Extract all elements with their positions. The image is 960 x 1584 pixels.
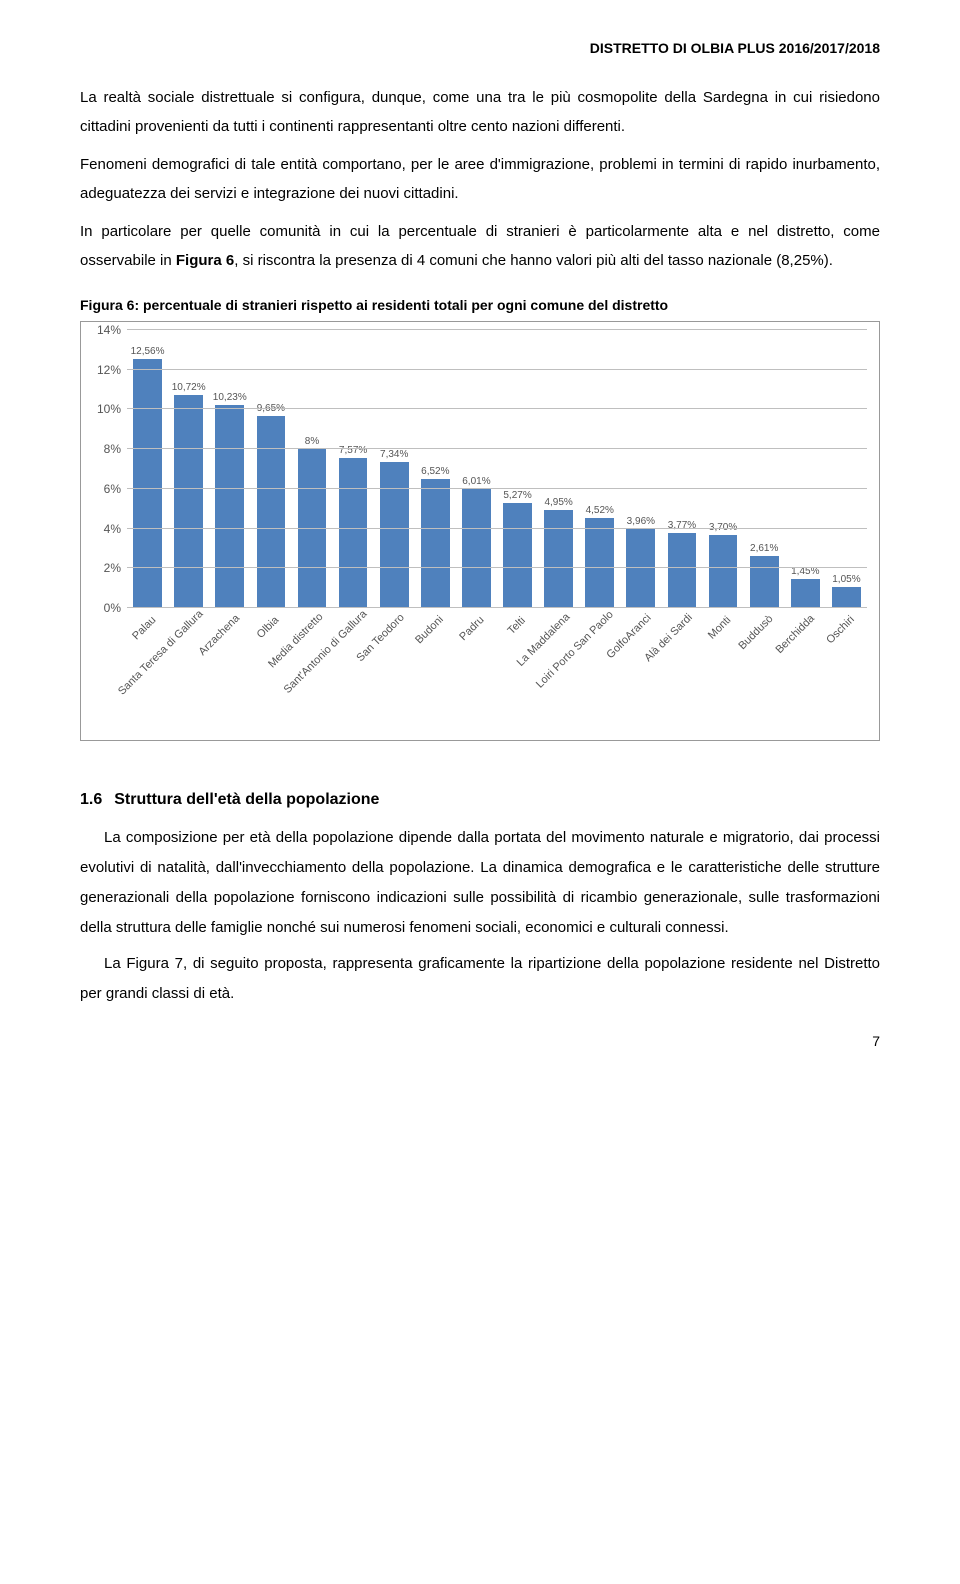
chart-gridline (127, 528, 867, 529)
chart-bar-slot: 10,23% (209, 330, 250, 608)
chart-x-label: Budoni (414, 614, 447, 647)
chart-bar-value-label: 7,57% (339, 445, 367, 456)
chart-bar: 1,45% (791, 579, 820, 608)
chart-bar: 10,23% (215, 405, 244, 608)
chart-bar: 3,96% (626, 529, 655, 608)
figure6-chart: 12,56% 10,72% 10,23% 9,65% 8% 7,57% 7,34% 6,52%… (80, 321, 880, 741)
section-para-1: La composizione per età della popolazion… (80, 823, 880, 943)
chart-bar-slot: 10,72% (168, 330, 209, 608)
section-number: 1.6 (80, 791, 102, 809)
chart-bar-slot: 1,45% (785, 330, 826, 608)
chart-gridline (127, 369, 867, 370)
chart-bar: 3,77% (668, 533, 697, 608)
chart-bar-slot: 7,57% (333, 330, 374, 608)
chart-gridline (127, 488, 867, 489)
chart-bar: 4,52% (585, 518, 614, 608)
chart-ytick: 6% (104, 482, 121, 496)
chart-x-label: Palau (130, 614, 158, 642)
chart-bar-slot: 5,27% (497, 330, 538, 608)
chart-x-label: Oschiri (825, 614, 858, 647)
chart-bar: 6,01% (462, 489, 491, 608)
p2-pre: La (104, 955, 126, 972)
chart-bar-value-label: 6,01% (462, 476, 490, 487)
chart-bar-value-label: 3,77% (668, 520, 696, 531)
section-title: Struttura dell'età della popolazione (114, 791, 379, 808)
chart-bar: 12,56% (133, 359, 162, 608)
chart-bar-slot: 7,34% (374, 330, 415, 608)
chart-bar-value-label: 3,96% (627, 516, 655, 527)
figure7-ref: Figura 7 (126, 955, 183, 972)
chart-x-label: Padru (458, 614, 487, 643)
chart-bar: 8% (298, 449, 327, 608)
chart-ytick: 0% (104, 601, 121, 615)
chart-bar-value-label: 12,56% (131, 346, 165, 357)
chart-bar-value-label: 5,27% (503, 490, 531, 501)
chart-bar-value-label: 4,95% (544, 497, 572, 508)
chart-bar-value-label: 4,52% (586, 505, 614, 516)
chart-ytick: 8% (104, 442, 121, 456)
chart-bar-slot: 9,65% (250, 330, 291, 608)
page-header: DISTRETTO DI OLBIA PLUS 2016/2017/2018 (80, 40, 880, 56)
chart-ytick: 4% (104, 522, 121, 536)
chart-bar: 5,27% (503, 503, 532, 608)
chart-bar-value-label: 7,34% (380, 449, 408, 460)
chart-gridline (127, 567, 867, 568)
chart-bar-slot: 4,52% (579, 330, 620, 608)
figure6-title: Figura 6: percentuale di stranieri rispe… (80, 297, 880, 313)
chart-bar: 3,70% (709, 535, 738, 608)
figure6-ref: Figura 6 (176, 252, 234, 269)
chart-bar-slot: 12,56% (127, 330, 168, 608)
chart-bar-value-label: 10,23% (213, 392, 247, 403)
chart-bar-value-label: 10,72% (172, 382, 206, 393)
chart-ytick: 2% (104, 561, 121, 575)
chart-ytick: 10% (97, 402, 121, 416)
section-para-2: La Figura 7, di seguito proposta, rappre… (80, 949, 880, 1009)
chart-bar-slot: 3,77% (661, 330, 702, 608)
p2-post: , di seguito proposta, rappresenta grafi… (80, 955, 880, 1002)
chart-bar-value-label: 8% (305, 436, 319, 447)
chart-bar: 7,34% (380, 462, 409, 608)
chart-bar-slot: 8% (291, 330, 332, 608)
chart-gridline (127, 448, 867, 449)
chart-bar-value-label: 6,52% (421, 466, 449, 477)
chart-bar-slot: 6,01% (456, 330, 497, 608)
chart-bar-slot: 2,61% (744, 330, 785, 608)
chart-bar: 10,72% (174, 395, 203, 608)
chart-bar: 4,95% (544, 510, 573, 608)
chart-bar: 6,52% (421, 479, 450, 608)
chart-bar-slot: 1,05% (826, 330, 867, 608)
chart-gridline (127, 329, 867, 330)
chart-bar-slot: 3,96% (620, 330, 661, 608)
chart-bar: 7,57% (339, 458, 368, 608)
chart-bar: 9,65% (257, 416, 286, 608)
chart-bar: 2,61% (750, 556, 779, 608)
paragraph-3: In particolare per quelle comunità in cu… (80, 218, 880, 275)
chart-bar: 1,05% (832, 587, 861, 608)
para3-post: , si riscontra la presenza di 4 comuni c… (234, 252, 833, 269)
chart-bar-value-label: 1,05% (832, 574, 860, 585)
chart-bar-slot: 3,70% (703, 330, 744, 608)
paragraph-2: Fenomeni demografici di tale entità comp… (80, 151, 880, 208)
chart-bar-slot: 6,52% (415, 330, 456, 608)
section-1-6-heading: 1.6 Struttura dell'età della popolazione (80, 791, 880, 809)
intro-paragraph: La realtà sociale distrettuale si config… (80, 84, 880, 141)
chart-ytick: 12% (97, 363, 121, 377)
chart-x-label: Monti (706, 614, 734, 642)
chart-gridline (127, 408, 867, 409)
chart-bar-slot: 4,95% (538, 330, 579, 608)
chart-x-label: Olbia (255, 614, 282, 641)
page-number: 7 (80, 1033, 880, 1049)
chart-ytick: 14% (97, 323, 121, 337)
chart-x-label: Telti (505, 615, 527, 637)
chart-bar-value-label: 2,61% (750, 543, 778, 554)
chart-gridline (127, 607, 867, 608)
